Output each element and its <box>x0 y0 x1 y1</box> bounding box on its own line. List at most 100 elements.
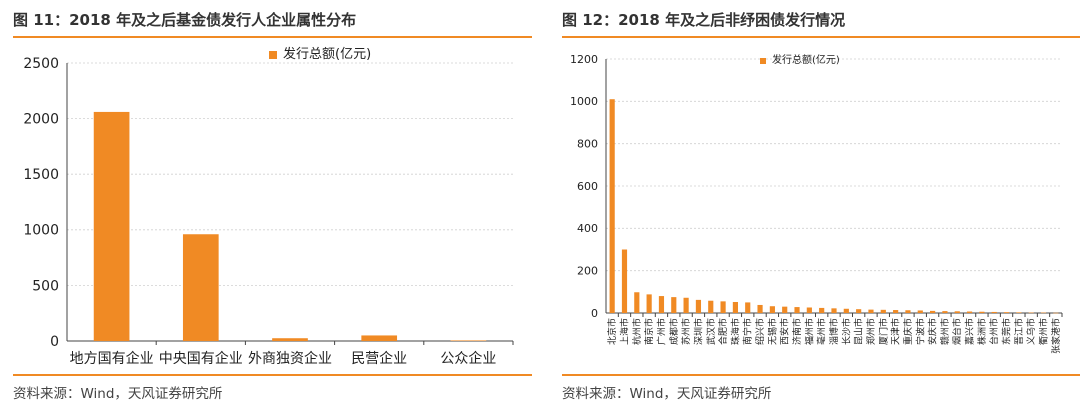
bar <box>361 335 398 341</box>
title-rule <box>13 36 532 38</box>
x-tick-label: 上海市 <box>618 318 630 345</box>
x-tick-label: 福州市 <box>803 318 815 345</box>
bar <box>720 301 726 313</box>
bar <box>917 310 923 313</box>
x-tick-label: 昆山市 <box>853 318 865 345</box>
bar <box>621 249 628 313</box>
figure-title: 图 11：2018 年及之后基金债发行人企业属性分布 <box>13 11 357 29</box>
x-tick-label: 广州市 <box>655 318 667 345</box>
bar <box>893 310 899 313</box>
bar <box>609 99 615 313</box>
source-rule <box>13 374 532 376</box>
x-tick-label: 民营企业 <box>351 350 407 367</box>
bar <box>1003 312 1010 313</box>
bar <box>1028 312 1034 314</box>
title-rule <box>562 36 1080 38</box>
x-tick-label: 晋江市 <box>1013 318 1025 345</box>
y-tick-label: 0 <box>591 307 598 320</box>
bar <box>831 308 837 313</box>
source-rule <box>562 374 1080 376</box>
y-tick-label: 2000 <box>23 112 59 128</box>
bar <box>93 111 130 341</box>
x-tick-label: 成都市 <box>668 318 680 345</box>
figure-12: 图 12：2018 年及之后非纾困债发行情况 0 200 400 600 800 1000… <box>562 0 1080 405</box>
bar <box>856 309 862 313</box>
x-tick-label: 安庆市 <box>927 318 939 345</box>
x-tick-label: 郑州市 <box>865 318 877 345</box>
bar <box>272 338 308 341</box>
y-tick-label: 1200 <box>570 53 598 66</box>
bar <box>450 340 487 341</box>
x-tick-label: 宁波市 <box>914 318 926 345</box>
bar <box>794 307 800 313</box>
y-tick-label: 1000 <box>570 95 598 108</box>
y-tick-label: 800 <box>577 138 598 151</box>
bar <box>880 309 886 313</box>
bar <box>1053 312 1059 314</box>
bar <box>634 292 640 313</box>
x-tick-label: 义乌市 <box>1025 318 1037 345</box>
bar <box>1016 312 1022 313</box>
bar <box>658 296 665 313</box>
bar <box>843 308 849 313</box>
figure-title: 图 12：2018 年及之后非纾困债发行情况 <box>562 11 846 29</box>
x-tick-label: 厦门市 <box>877 318 889 345</box>
legend-label: 发行总额(亿元) <box>283 46 371 62</box>
x-tick-label: 西安市 <box>779 318 791 345</box>
y-tick-label: 2500 <box>23 56 59 72</box>
bar <box>954 311 960 313</box>
bar <box>1040 312 1047 314</box>
x-tick-label: 外商独资企业 <box>248 350 332 367</box>
x-tick-label: 东莞市 <box>1001 318 1013 345</box>
x-tick-label: 台州市 <box>988 318 1000 345</box>
x-tick-label: 株洲市 <box>976 318 988 345</box>
x-tick-label: 公众企业 <box>440 350 496 367</box>
y-tick-label: 200 <box>577 265 598 278</box>
x-tick-label: 烟台市 <box>951 318 963 345</box>
y-tick-label: 500 <box>32 278 59 294</box>
x-tick-label: 衢州市 <box>1038 318 1050 345</box>
bar <box>695 299 702 313</box>
bar <box>182 234 219 341</box>
legend-swatch <box>760 58 766 64</box>
x-tick-label: 南宁市 <box>742 318 754 345</box>
y-tick-label: 0 <box>50 334 59 350</box>
bar <box>745 302 751 313</box>
issuer-type-bar-chart: 0 500 1000 1500 2000 2500 地方国有企业 中央国有企业 外商独资企业 民营… <box>23 46 514 367</box>
x-tick-label: 苏州市 <box>680 318 692 345</box>
y-tick-label: 1000 <box>23 223 59 239</box>
x-tick-label: 深圳市 <box>692 318 704 345</box>
x-tick-label: 杭州市 <box>631 318 643 345</box>
bar <box>769 306 775 313</box>
city-issuance-bar-chart: 0 200 400 600 800 1000 1200 北京市 上海市 杭州市 南京市 广州市 成都市苏… <box>570 53 1063 354</box>
y-tick-label: 600 <box>577 180 598 193</box>
x-tick-label: 武汉市 <box>705 318 717 345</box>
x-tick-label: 南京市 <box>643 318 655 345</box>
x-tick-label: 淄博市 <box>828 318 840 345</box>
x-tick-label: 绍兴市 <box>754 318 766 345</box>
bar <box>979 311 985 313</box>
bar <box>671 297 677 313</box>
y-tick-label: 1500 <box>23 167 59 183</box>
bar <box>782 306 788 313</box>
x-tick-label: 珠海市 <box>729 318 741 345</box>
bar <box>991 311 997 313</box>
bar <box>966 311 973 313</box>
x-tick-label: 合肥市 <box>717 318 729 345</box>
bar <box>930 310 936 313</box>
bar <box>942 311 948 313</box>
x-tick-label: 济南市 <box>791 318 803 345</box>
bar <box>806 307 812 313</box>
bar <box>819 307 825 313</box>
x-tick-label: 天津市 <box>890 318 902 345</box>
legend-swatch <box>269 51 277 59</box>
x-tick-label: 无锡市 <box>766 318 778 345</box>
x-tick-label: 赣州市 <box>939 318 951 345</box>
source-note: 资料来源：Wind，天风证券研究所 <box>13 386 223 402</box>
y-tick-label: 400 <box>577 222 598 235</box>
x-tick-label: 亳州市 <box>816 318 828 345</box>
x-tick-label: 重庆市 <box>902 318 914 345</box>
legend-label: 发行总额(亿元) <box>772 53 840 66</box>
source-note: 资料来源：Wind，天风证券研究所 <box>562 386 772 402</box>
x-tick-label: 地方国有企业 <box>70 350 154 367</box>
